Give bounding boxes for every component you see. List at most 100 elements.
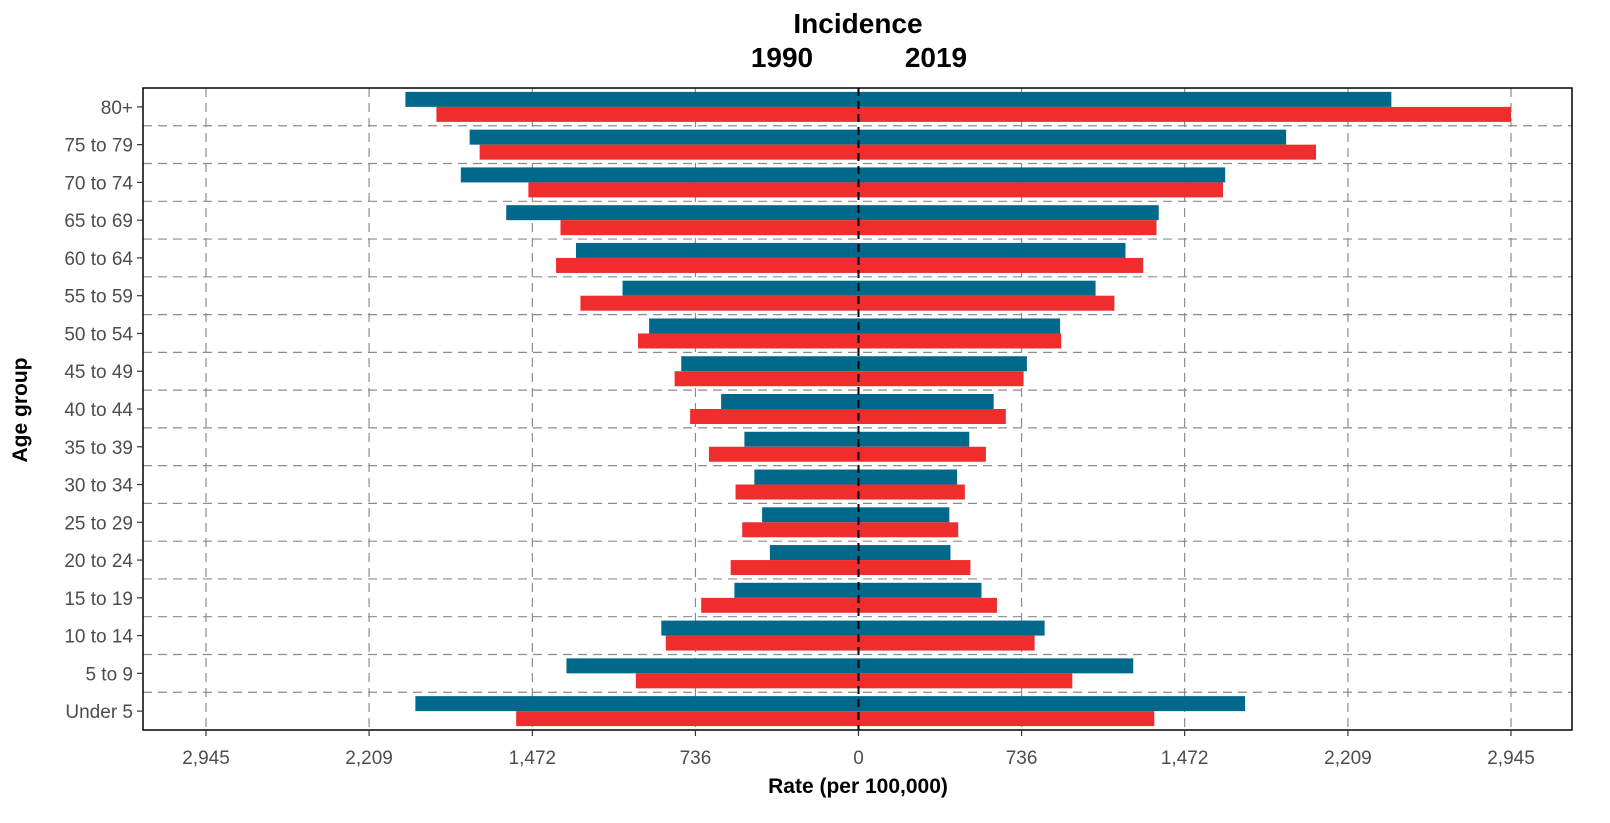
- bar-left-top-10: [754, 469, 859, 485]
- x-tick-label-4: 0: [853, 748, 864, 769]
- bar-left-top-1: [469, 129, 859, 145]
- bar-left-top-7: [681, 356, 859, 372]
- x-tick-label-7: 2,209: [1324, 748, 1372, 769]
- bar-left-top-5: [622, 280, 859, 296]
- bar-right-bottom-8: [858, 409, 1006, 424]
- bar-left-bottom-6: [638, 333, 859, 349]
- x-tick-label-2: 1,472: [509, 748, 557, 769]
- grid-lines: [143, 88, 1572, 730]
- bar-right-top-11: [858, 507, 950, 523]
- bar-left-bottom-0: [436, 106, 859, 122]
- bar-left-bottom-7: [674, 371, 859, 387]
- bar-left-bottom-15: [635, 673, 859, 689]
- y-tick-label-15: 5 to 9: [85, 664, 133, 685]
- y-tick-label-11: 25 to 29: [64, 513, 133, 534]
- bar-right-bottom-3: [858, 220, 1157, 236]
- bar-left-top-8: [721, 394, 859, 409]
- x-tick-label-1: 2,209: [345, 748, 393, 769]
- x-tick-label-8: 2,945: [1487, 748, 1535, 769]
- y-tick-label-9: 35 to 39: [64, 438, 133, 459]
- bar-left-bottom-16: [516, 711, 859, 727]
- x-axis-title: Rate (per 100,000): [768, 775, 948, 798]
- bar-right-top-9: [858, 431, 970, 447]
- bar-left-bottom-3: [560, 220, 859, 236]
- bar-right-bottom-15: [858, 673, 1073, 689]
- y-tick-label-7: 45 to 49: [64, 362, 133, 383]
- x-tick-label-5: 736: [1006, 748, 1038, 769]
- y-tick-labels: 80+ 75 to 79 70 to 74 65 to 69 60 to 64 55 to…: [64, 98, 143, 723]
- bar-left-top-3: [506, 205, 859, 221]
- bar-left-top-13: [734, 582, 859, 598]
- y-tick-label-8: 40 to 44: [64, 400, 133, 421]
- bar-right-bottom-7: [858, 371, 1024, 387]
- bar-right-top-2: [858, 167, 1226, 183]
- bar-right-bottom-11: [858, 522, 959, 538]
- bar-right-bottom-0: [858, 106, 1511, 122]
- bar-right-bottom-9: [858, 446, 986, 462]
- bar-right-top-5: [858, 280, 1096, 296]
- bar-right-bottom-12: [858, 560, 971, 576]
- y-tick-label-16: Under 5: [65, 702, 133, 723]
- bar-left-top-11: [762, 507, 859, 523]
- bar-left-bottom-5: [580, 295, 859, 311]
- bar-right-bottom-10: [858, 484, 965, 500]
- subtitle-left: 1990: [751, 42, 813, 73]
- bar-right-top-14: [858, 620, 1045, 636]
- bar-left-bottom-11: [742, 522, 859, 538]
- bar-left-top-9: [744, 431, 859, 447]
- bar-right-bottom-13: [858, 597, 997, 613]
- y-tick-label-6: 50 to 54: [64, 324, 133, 345]
- bar-left-top-12: [769, 545, 859, 561]
- y-tick-label-4: 60 to 64: [64, 249, 133, 270]
- bar-left-bottom-4: [556, 257, 859, 273]
- y-tick-label-0: 80+: [101, 98, 133, 119]
- bar-left-bottom-8: [690, 409, 859, 424]
- bar-right-top-1: [858, 129, 1287, 145]
- y-tick-label-3: 65 to 69: [64, 211, 133, 232]
- bar-right-bottom-16: [858, 711, 1155, 727]
- bar-left-bottom-1: [479, 144, 859, 160]
- bar-left-top-4: [576, 242, 859, 258]
- y-tick-label-14: 10 to 14: [64, 627, 133, 648]
- bar-left-top-6: [649, 318, 859, 334]
- bar-left-top-16: [415, 696, 859, 712]
- bar-left-bottom-2: [528, 182, 859, 198]
- y-tick-label-2: 70 to 74: [64, 173, 133, 194]
- bar-right-top-8: [858, 394, 994, 409]
- bar-right-top-12: [858, 545, 951, 561]
- bar-right-bottom-6: [858, 333, 1062, 349]
- bar-left-top-2: [460, 167, 859, 183]
- bar-left-top-0: [405, 91, 859, 107]
- bar-right-top-7: [858, 356, 1027, 372]
- bar-right-top-6: [858, 318, 1061, 334]
- y-tick-label-13: 15 to 19: [64, 589, 133, 610]
- bar-right-top-13: [858, 582, 982, 598]
- bar-right-top-10: [858, 469, 958, 485]
- bar-left-bottom-14: [665, 635, 859, 651]
- bar-left-top-14: [661, 620, 859, 636]
- bar-left-bottom-10: [735, 484, 859, 500]
- bar-right-top-0: [858, 91, 1392, 107]
- y-tick-label-10: 30 to 34: [64, 476, 133, 497]
- y-tick-label-12: 20 to 24: [64, 551, 133, 572]
- bar-left-bottom-13: [701, 597, 859, 613]
- y-tick-label-5: 55 to 59: [64, 287, 133, 308]
- bars: [405, 91, 1511, 727]
- x-tick-labels: 2,945 2,209 1,472 736 0 736 1,472 2,209 2,945: [182, 730, 1535, 769]
- bar-right-top-3: [858, 205, 1159, 221]
- y-tick-label-1: 75 to 79: [64, 136, 133, 157]
- bar-right-top-4: [858, 242, 1126, 258]
- bar-right-bottom-4: [858, 257, 1144, 273]
- bar-right-top-15: [858, 658, 1134, 674]
- bar-right-top-16: [858, 696, 1246, 712]
- y-axis-title: Age group: [9, 358, 32, 463]
- chart-title: Incidence: [793, 8, 922, 39]
- x-tick-label-6: 1,472: [1161, 748, 1209, 769]
- x-tick-label-3: 736: [680, 748, 712, 769]
- bar-left-top-15: [566, 658, 859, 674]
- bar-left-bottom-9: [708, 446, 859, 462]
- bar-right-bottom-1: [858, 144, 1317, 160]
- bar-right-bottom-2: [858, 182, 1223, 198]
- bar-right-bottom-5: [858, 295, 1115, 311]
- bar-left-bottom-12: [730, 560, 859, 576]
